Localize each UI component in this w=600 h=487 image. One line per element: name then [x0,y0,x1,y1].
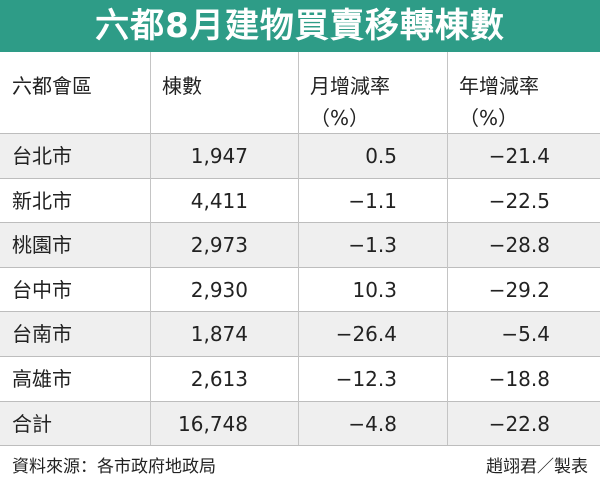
footer: 資料來源：各市政府地政局 趙翊君／製表 [0,445,600,487]
table-row: 高雄市 2,613 −12.3 −18.8 [0,356,600,401]
value-cell: −18.8 [488,367,550,391]
source: 資料來源：各市政府地政局 [12,457,216,477]
value-cell: −22.5 [488,188,550,213]
table-row: 台北市 1,947 0.5 −21.4 [0,133,600,178]
value-cell: −28.8 [488,233,550,258]
value-cell: 16,748 [178,411,248,436]
city-name: 新北市 [12,188,72,213]
value-cell: 10.3 [352,277,397,302]
header-cell: 月增減率 （%） [310,52,447,133]
value-cell: 2,930 [190,277,248,302]
header-text: 年增減率 [459,74,539,98]
header-cell: 棟數 [162,52,298,133]
city-name: 高雄市 [12,367,72,391]
value-cell: −29.2 [488,277,550,302]
value-cell: 2,973 [190,233,248,258]
city-name: 台南市 [12,322,72,347]
header-cell: 年增減率 （%） [459,52,600,133]
value-cell: 1,947 [190,144,248,168]
city-name: 桃園市 [12,233,72,258]
header-row: 六都會區 棟數 月增減率 （%） 年增減率 （%） [0,52,600,133]
table-row: 台南市 1,874 −26.4 −5.4 [0,311,600,356]
title: 六都8月建物買賣移轉棟數 [0,0,600,52]
value-cell: −21.4 [488,144,550,168]
value-cell: −22.8 [488,411,550,436]
value-cell: −1.1 [348,188,397,213]
column-separator [447,52,448,445]
header-text: （%） [310,106,370,130]
column-separator [150,52,151,445]
value-cell: 1,874 [190,322,248,347]
city-name: 台北市 [12,144,72,168]
table-row: 桃園市 2,973 −1.3 −28.8 [0,222,600,267]
table-row: 新北市 4,411 −1.1 −22.5 [0,177,600,223]
value-cell: −4.8 [348,411,397,436]
value-cell: 2,613 [190,367,248,391]
table-row: 合計 16,748 −4.8 −22.8 [0,400,600,446]
value-cell: 0.5 [365,144,397,168]
value-cell: −1.3 [348,233,397,258]
header-text: 棟數 [162,74,202,98]
column-separator [298,52,299,445]
header-text: 月增減率 [310,74,390,98]
city-name: 合計 [12,411,52,436]
credit: 趙翊君／製表 [486,457,588,477]
table-row: 台中市 2,930 10.3 −29.2 [0,266,600,312]
value-cell: −12.3 [335,367,397,391]
city-name: 台中市 [12,277,72,302]
value-cell: −5.4 [501,322,550,347]
value-cell: −26.4 [335,322,397,347]
header-cell: 六都會區 [12,52,150,133]
header-text: 六都會區 [12,74,92,98]
value-cell: 4,411 [190,188,248,213]
header-text: （%） [459,106,519,130]
